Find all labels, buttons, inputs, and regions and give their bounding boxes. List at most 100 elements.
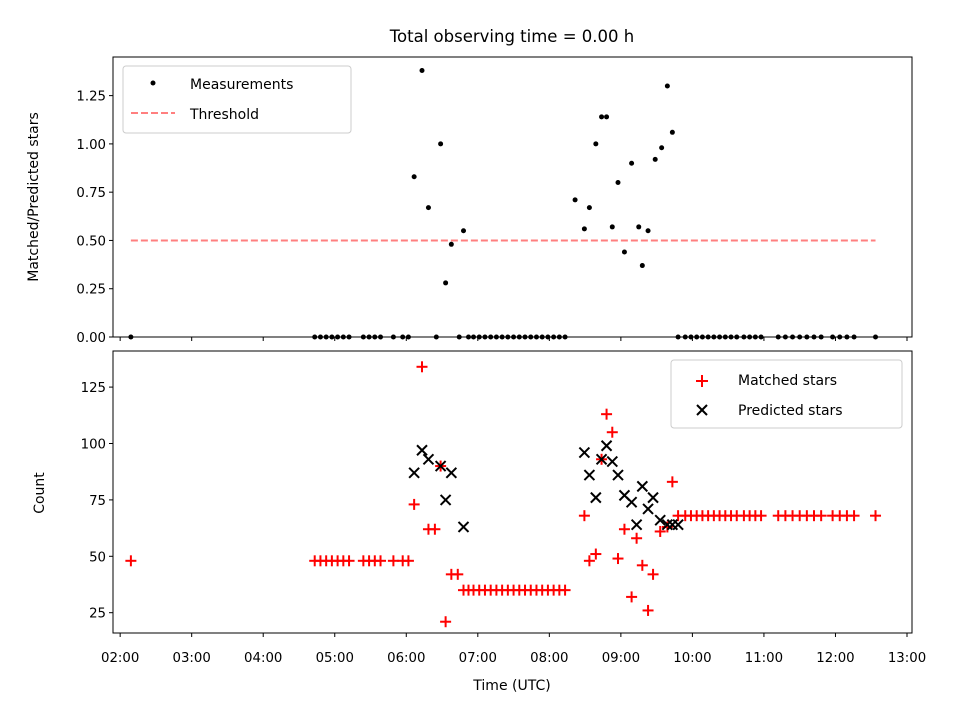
measurement-point	[615, 180, 621, 186]
matched-star-point	[387, 555, 399, 567]
legend-measurements-marker	[150, 80, 156, 86]
top-y-tick-label: 0.75	[76, 186, 106, 201]
matched-star-point	[402, 555, 414, 567]
predicted-star-stroke-b	[600, 440, 613, 452]
predicted-star-point	[636, 480, 649, 493]
predicted-star-stroke-b	[661, 519, 674, 531]
matched-star-point	[612, 553, 624, 565]
predicted-star-stroke-b	[612, 469, 624, 481]
predicted-star-stroke-b	[434, 460, 447, 472]
legend-threshold-label: Threshold	[189, 107, 259, 123]
x-axis-label: Time (UTC)	[472, 678, 550, 694]
x-tick-label: 13:00	[888, 651, 926, 666]
measurement-point	[419, 68, 425, 74]
predicted-star-point	[590, 491, 602, 504]
predicted-star-point	[600, 440, 613, 452]
bottom-y-tick-label: 125	[81, 381, 106, 396]
measurement-point	[425, 205, 431, 211]
legend-measurements-label: Measurements	[190, 77, 293, 93]
legend-matched-label: Matched stars	[738, 373, 837, 389]
predicted-star-point	[672, 519, 684, 531]
matched-star-point	[870, 510, 882, 522]
measurement-point	[438, 141, 444, 147]
predicted-star-stroke-b	[630, 519, 643, 531]
matched-star-point	[618, 523, 630, 535]
matched-star-point	[755, 510, 767, 522]
bottom-y-tick-label: 100	[81, 437, 106, 452]
matched-star-point	[647, 568, 659, 580]
x-tick-label: 09:00	[602, 651, 640, 666]
matched-star-point	[631, 532, 643, 544]
predicted-star-stroke-b	[578, 446, 591, 459]
predicted-star-point	[647, 491, 659, 504]
predicted-star-point	[457, 521, 470, 533]
measurement-point	[448, 241, 454, 247]
top-y-axis-label: Matched/Predicted stars	[26, 112, 42, 282]
measurement-point	[411, 174, 417, 180]
predicted-star-stroke-b	[618, 489, 631, 502]
matched-star-point	[125, 555, 137, 567]
measurement-point	[586, 205, 592, 211]
x-tick-label: 03:00	[173, 651, 211, 666]
x-tick-label: 12:00	[816, 651, 854, 666]
matched-star-point	[408, 498, 420, 510]
predicted-star-stroke-b	[583, 469, 596, 481]
matched-star-point	[848, 510, 860, 522]
predicted-star-stroke-b	[445, 467, 458, 479]
measurement-point	[639, 263, 645, 269]
top-y-tick-label: 0.50	[76, 234, 106, 249]
predicted-star-stroke-b	[416, 444, 428, 456]
legend-matched-marker	[696, 375, 708, 387]
top-y-tick-label: 1.25	[76, 90, 106, 105]
matched-star-point	[343, 555, 355, 567]
legend-predicted-marker	[696, 404, 708, 416]
x-tick-label: 06:00	[387, 651, 425, 666]
bottom-y-tick-label: 75	[89, 494, 106, 509]
measurement-point	[645, 228, 651, 234]
matched-star-point	[440, 616, 452, 628]
bottom-y-axis-label: Count	[32, 472, 48, 514]
top-legend-box	[122, 65, 352, 134]
x-tick-label: 02:00	[101, 651, 139, 666]
predicted-star-point	[654, 514, 666, 526]
measurement-point	[599, 114, 605, 120]
matched-star-point	[452, 568, 464, 580]
matched-star-point	[416, 361, 428, 373]
predicted-star-stroke-b	[654, 514, 666, 526]
x-tick-label: 07:00	[459, 651, 497, 666]
legend-predicted-label: Predicted stars	[738, 403, 843, 419]
x-tick-label: 04:00	[244, 651, 282, 666]
predicted-star-point	[595, 453, 608, 465]
measurement-point	[621, 249, 627, 255]
predicted-star-point	[625, 496, 638, 508]
measurement-point	[652, 156, 658, 162]
bottom-y-tick-label: 25	[89, 607, 106, 622]
matched-star-point	[815, 510, 827, 522]
predicted-star-point	[445, 467, 458, 479]
measurement-point	[604, 114, 610, 120]
bottom-plot-area	[125, 361, 882, 628]
matched-star-point	[590, 548, 602, 560]
x-tick-label: 10:00	[673, 651, 711, 666]
matched-star-point	[666, 476, 678, 488]
predicted-star-point	[422, 453, 435, 465]
predicted-star-point	[612, 469, 624, 481]
x-tick-label: 11:00	[745, 651, 783, 666]
matched-star-point	[429, 523, 441, 535]
top-chart-title: Total observing time = 0.00 h	[389, 27, 634, 46]
predicted-star-point	[661, 519, 674, 531]
x-tick-label: 08:00	[530, 651, 568, 666]
predicted-star-point	[416, 444, 428, 456]
matched-star-point	[559, 584, 571, 596]
predicted-star-stroke-b	[408, 467, 420, 479]
top-legend: Measurements Threshold	[122, 65, 352, 134]
bottom-y-tick-label: 50	[89, 550, 106, 565]
top-plot-frame	[112, 56, 913, 338]
measurement-point	[461, 228, 467, 234]
matched-star-point	[578, 510, 590, 522]
matched-star-point	[626, 591, 638, 603]
predicted-star-stroke-b	[625, 496, 638, 508]
bottom-legend: Matched stars Predicted stars	[670, 359, 903, 429]
predicted-star-stroke-b	[439, 494, 452, 506]
top-y-tick-label: 1.00	[76, 138, 106, 153]
